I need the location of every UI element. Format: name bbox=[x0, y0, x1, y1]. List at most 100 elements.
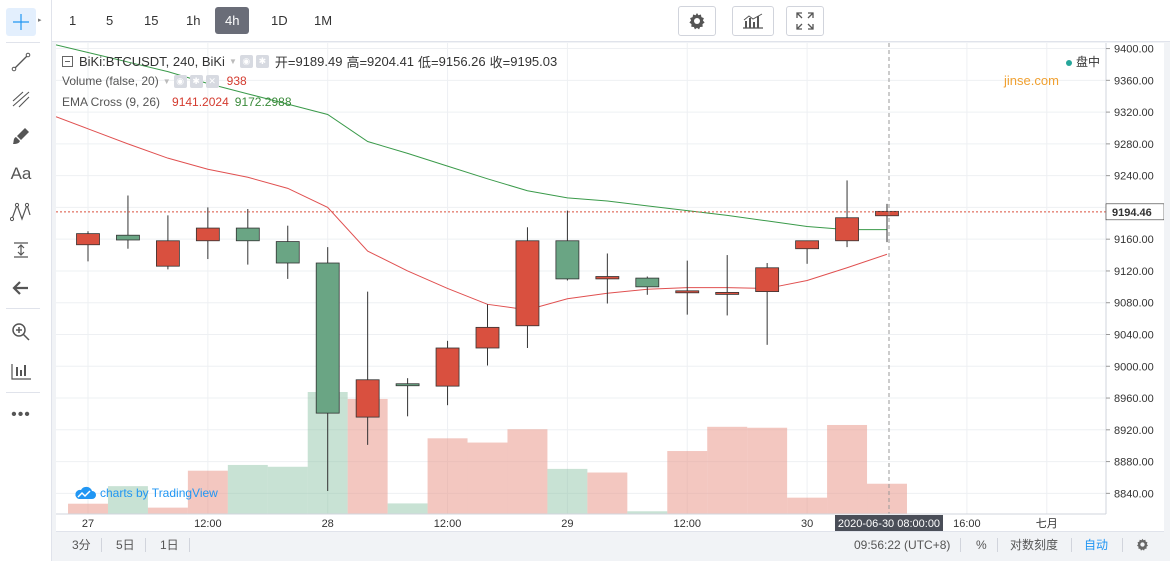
candle-body bbox=[395, 383, 420, 387]
close-value: 9195.03 bbox=[510, 54, 558, 69]
candle-body bbox=[315, 262, 340, 414]
fib-tool-icon[interactable] bbox=[6, 85, 36, 113]
fullscreen-button[interactable] bbox=[786, 6, 824, 36]
divider bbox=[960, 538, 961, 552]
measure-icon[interactable] bbox=[6, 236, 36, 264]
divider bbox=[6, 42, 40, 43]
gear-icon[interactable]: ✱ bbox=[255, 55, 269, 68]
gear-icon[interactable]: ✱ bbox=[189, 74, 203, 88]
ema-slow-line bbox=[56, 44, 887, 231]
tradingview-logo[interactable]: charts by TradingView bbox=[74, 486, 218, 500]
range-1d-button[interactable]: 1日 bbox=[160, 538, 179, 552]
clock-time[interactable]: 09:56:22 (UTC+8) bbox=[854, 538, 951, 552]
zoom-icon[interactable] bbox=[6, 318, 36, 346]
indicators-icon[interactable] bbox=[6, 357, 36, 385]
price-tick-label: 8960.00 bbox=[1114, 393, 1154, 405]
candle-body bbox=[76, 233, 100, 246]
scale-settings-button[interactable] bbox=[1136, 532, 1149, 558]
price-tick-label: 9040.00 bbox=[1114, 329, 1154, 341]
candle-body bbox=[715, 291, 740, 295]
chart-type-button[interactable] bbox=[732, 6, 774, 36]
pattern-tool-icon[interactable] bbox=[6, 198, 36, 226]
time-tick-label: 12:00 bbox=[194, 518, 222, 530]
time-tick-label: 29 bbox=[561, 518, 573, 530]
back-arrow-icon[interactable] bbox=[6, 274, 36, 302]
interval-1m[interactable]: 1M bbox=[314, 13, 333, 28]
candle-body bbox=[755, 267, 780, 293]
status-dot-icon bbox=[1065, 59, 1072, 66]
crosshair-icon[interactable] bbox=[6, 8, 36, 36]
chevron-right-icon[interactable]: ▸ bbox=[38, 17, 42, 24]
chevron-down-icon[interactable]: ▼ bbox=[162, 76, 171, 86]
symbol-label: BiKi:BTCUSDT, 240, BiKi bbox=[79, 54, 225, 69]
volume-bar bbox=[587, 472, 628, 514]
range-5d-button[interactable]: 5日 bbox=[116, 538, 135, 552]
open-value: 9189.49 bbox=[295, 54, 343, 69]
close-label: 收= bbox=[489, 55, 511, 70]
collapse-icon[interactable] bbox=[62, 56, 73, 67]
gear-icon bbox=[1137, 538, 1148, 551]
candle-body bbox=[555, 240, 580, 280]
gear-icon bbox=[689, 13, 705, 30]
low-label: 低= bbox=[418, 55, 439, 70]
time-tick-label: 27 bbox=[82, 518, 94, 530]
price-tick-label: 9280.00 bbox=[1114, 139, 1154, 151]
interval-1d[interactable]: 1D bbox=[271, 13, 288, 28]
more-icon[interactable]: ••• bbox=[11, 406, 31, 423]
chart-pane[interactable]: 9400.009360.009320.009280.009240.009200.… bbox=[56, 43, 1164, 531]
ema-slow-value: 9172.2988 bbox=[234, 95, 292, 109]
auto-scale-toggle[interactable]: 自动 bbox=[1084, 538, 1109, 552]
eye-icon[interactable]: ◉ bbox=[239, 55, 253, 68]
top-toolbar: 1 5 15 1h 4h 1D 1M bbox=[52, 0, 1170, 42]
chevron-down-icon[interactable]: ▼ bbox=[228, 57, 237, 66]
fullscreen-icon bbox=[796, 12, 814, 30]
price-tick-label: 8880.00 bbox=[1114, 457, 1154, 469]
volume-bar bbox=[507, 429, 548, 514]
interval-1[interactable]: 1 bbox=[69, 13, 77, 28]
volume-bar bbox=[147, 507, 188, 514]
low-value: 9156.26 bbox=[438, 54, 486, 69]
candle-body bbox=[675, 290, 700, 294]
divider bbox=[6, 392, 40, 393]
divider bbox=[997, 538, 998, 552]
current-price-tag bbox=[1105, 203, 1164, 221]
volume-bar bbox=[107, 486, 148, 514]
close-icon[interactable]: ✕ bbox=[205, 74, 219, 88]
price-chart[interactable]: 9400.009360.009320.009280.009240.009200.… bbox=[56, 43, 1164, 531]
text-tool-icon[interactable]: Aa bbox=[10, 164, 32, 183]
candle-body bbox=[195, 227, 220, 242]
candle-body bbox=[875, 210, 899, 217]
candle-body bbox=[235, 227, 260, 242]
range-3min-button[interactable]: 3分 bbox=[72, 538, 91, 552]
volume-bar bbox=[667, 451, 708, 514]
time-tick-label: 12:00 bbox=[673, 518, 701, 530]
tradingview-logo-text: charts by TradingView bbox=[100, 486, 218, 500]
candle-body bbox=[275, 241, 300, 264]
candle-body bbox=[355, 379, 380, 418]
volume-bar bbox=[387, 503, 428, 514]
ema-label: EMA Cross (9, 26) bbox=[62, 95, 161, 109]
ema-fast-line bbox=[56, 116, 888, 311]
price-tick-label: 9160.00 bbox=[1114, 234, 1154, 246]
settings-button[interactable] bbox=[678, 6, 716, 36]
candle-body bbox=[795, 240, 819, 250]
brush-icon[interactable] bbox=[6, 122, 36, 150]
candle-body bbox=[515, 240, 540, 327]
price-tick-label: 9400.00 bbox=[1114, 44, 1154, 56]
watermark: jinse.com bbox=[1004, 73, 1059, 88]
eye-icon[interactable]: ◉ bbox=[173, 74, 187, 88]
candle-body bbox=[116, 234, 140, 241]
cloud-icon bbox=[75, 486, 96, 499]
interval-4h[interactable]: 4h bbox=[215, 7, 250, 34]
log-scale-toggle[interactable]: 对数刻度 bbox=[1010, 538, 1059, 552]
ema-legend: EMA Cross (9, 26) 9141.2024 9172.2988 bbox=[62, 95, 292, 109]
market-status-label: 盘中 bbox=[1075, 55, 1100, 69]
interval-1h[interactable]: 1h bbox=[186, 13, 201, 28]
volume-bar bbox=[187, 470, 228, 514]
volume-bar bbox=[227, 464, 268, 514]
percent-toggle[interactable]: % bbox=[976, 538, 987, 552]
trend-line-icon[interactable] bbox=[6, 48, 36, 76]
interval-5[interactable]: 5 bbox=[106, 13, 114, 28]
price-axis bbox=[1106, 43, 1164, 531]
interval-15[interactable]: 15 bbox=[144, 13, 159, 28]
